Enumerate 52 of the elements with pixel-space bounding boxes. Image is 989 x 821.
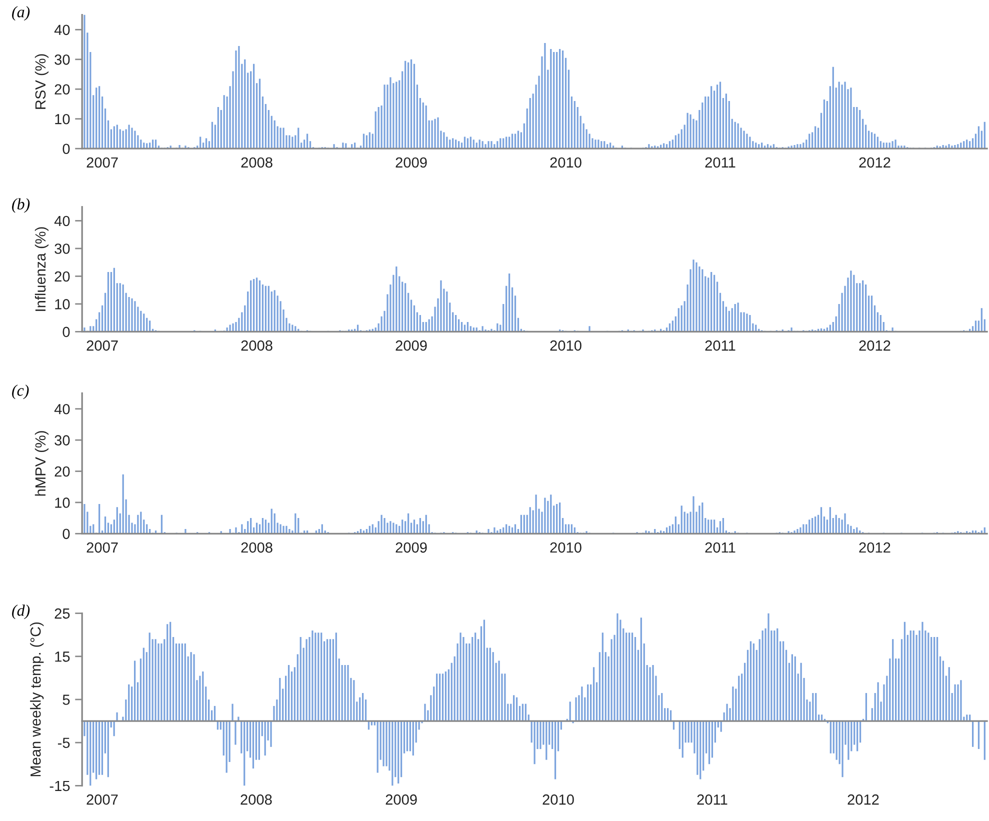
text: (d)	[12, 604, 30, 620]
y-tick-label: 30	[54, 54, 70, 65]
text: (c)	[12, 384, 29, 400]
x-tick-label: 2012	[859, 157, 890, 168]
y-tick-label: 25	[54, 608, 70, 619]
y-tick-label: -15	[50, 780, 70, 792]
y-tick-label: 20	[54, 271, 70, 282]
x-tick-label: 2011	[705, 340, 736, 351]
y-tick-label: 40	[54, 404, 70, 414]
x-tick-label: 2011	[705, 542, 736, 553]
y-tick-label: 10	[55, 114, 70, 124]
y-tick-label: 10	[55, 299, 70, 310]
y-tick-label: 0	[62, 528, 70, 540]
x-tick-label: 2007	[86, 542, 118, 553]
x-tick-label: 2009	[396, 542, 427, 553]
y-axis-title: hMPV (%)	[34, 431, 48, 496]
y-axis-title: RSV (%)	[34, 54, 48, 109]
y-axis-title: Influenza (%)	[34, 227, 48, 311]
y-tick-label: 0	[62, 144, 70, 154]
x-tick-label: 2008	[241, 542, 272, 553]
x-tick-label: 2007	[86, 157, 118, 168]
x-tick-label: 2007	[86, 340, 118, 351]
x-tick-label: 2012	[859, 340, 890, 351]
x-tick-label: 2008	[241, 340, 272, 351]
y-tick-label: 20	[54, 466, 70, 477]
y-tick-label: 30	[54, 244, 70, 254]
y-tick-label: 40	[54, 216, 70, 226]
x-tick-label: 2010	[550, 157, 582, 168]
x-tick-label: 2011	[705, 157, 736, 168]
y-tick-label: 20	[54, 84, 70, 95]
y-tick-label: 10	[55, 498, 70, 508]
x-tick-label: 2008	[241, 157, 272, 168]
text: (a)	[12, 6, 30, 21]
x-tick-label: 2012	[848, 794, 879, 805]
x-tick-label: 2010	[550, 340, 582, 351]
y-tick-label: 40	[54, 24, 70, 36]
text: (b)	[12, 198, 30, 213]
x-tick-label: 2009	[386, 794, 417, 805]
y-tick-label: 0	[62, 326, 70, 338]
x-tick-label: 2009	[396, 157, 427, 168]
x-tick-label: 2008	[240, 794, 272, 805]
y-tick-label: 5	[62, 694, 70, 705]
y-tick-label: -5	[58, 738, 70, 748]
x-tick-label: 2012	[859, 542, 890, 553]
y-tick-label: 30	[54, 435, 70, 446]
y-tick-label: 15	[55, 652, 70, 662]
x-tick-label: 2011	[697, 794, 728, 805]
x-tick-label: 2009	[396, 340, 427, 351]
y-axis-title: Mean weekly temp. (°C)	[30, 622, 44, 776]
x-tick-label: 2010	[550, 542, 582, 553]
x-tick-label: 2010	[542, 794, 574, 805]
x-tick-label: 2007	[86, 794, 118, 805]
